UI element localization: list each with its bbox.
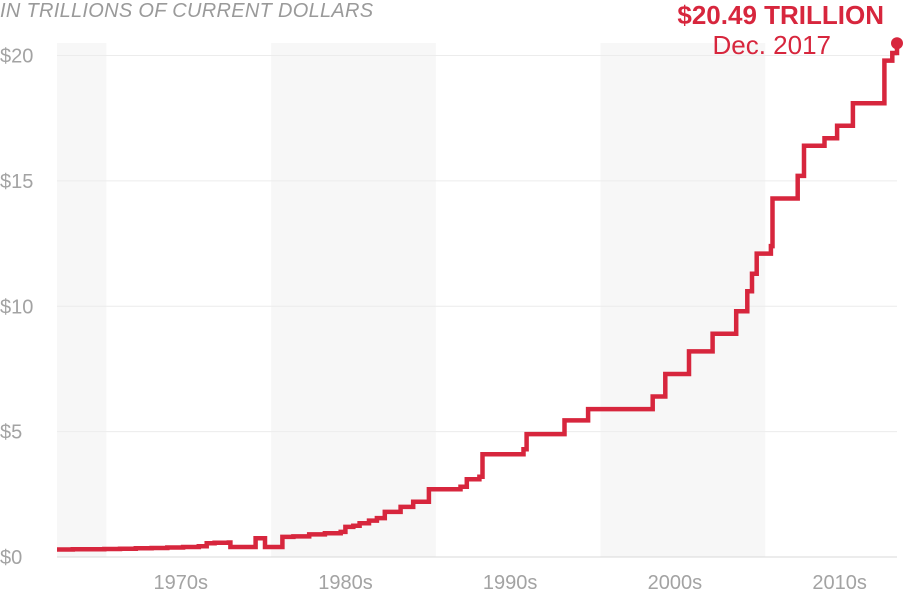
decade-band: [57, 43, 107, 557]
series-line: [57, 43, 900, 552]
y-tick-label: $20: [0, 46, 33, 68]
y-tick-label: $10: [0, 296, 33, 318]
y-tick-label: $15: [0, 171, 33, 193]
x-tick-label: 1980s: [318, 572, 373, 594]
y-axis-ticks: $0 $5 $10 $15 $20: [0, 46, 33, 569]
chart-subtitle: IN TRILLIONS OF CURRENT DOLLARS: [0, 0, 374, 22]
x-axis-ticks: 1970s 1980s 1990s 2000s 2010s: [154, 572, 867, 594]
end-point-marker: [891, 37, 903, 50]
y-tick-label: $5: [0, 422, 22, 444]
x-tick-label: 1970s: [154, 572, 209, 594]
decade-band: [271, 43, 436, 557]
annotation-date: Dec. 2017: [712, 30, 831, 60]
decade-band: [600, 43, 766, 557]
annotation-value: $20.49 TRILLION: [677, 0, 884, 30]
x-tick-label: 1990s: [483, 572, 538, 594]
x-tick-label: 2010s: [812, 572, 867, 594]
gridlines: [57, 55, 897, 558]
x-tick-label: 2000s: [648, 572, 703, 594]
y-tick-label: $0: [0, 547, 22, 569]
decade-bands: [57, 43, 766, 557]
